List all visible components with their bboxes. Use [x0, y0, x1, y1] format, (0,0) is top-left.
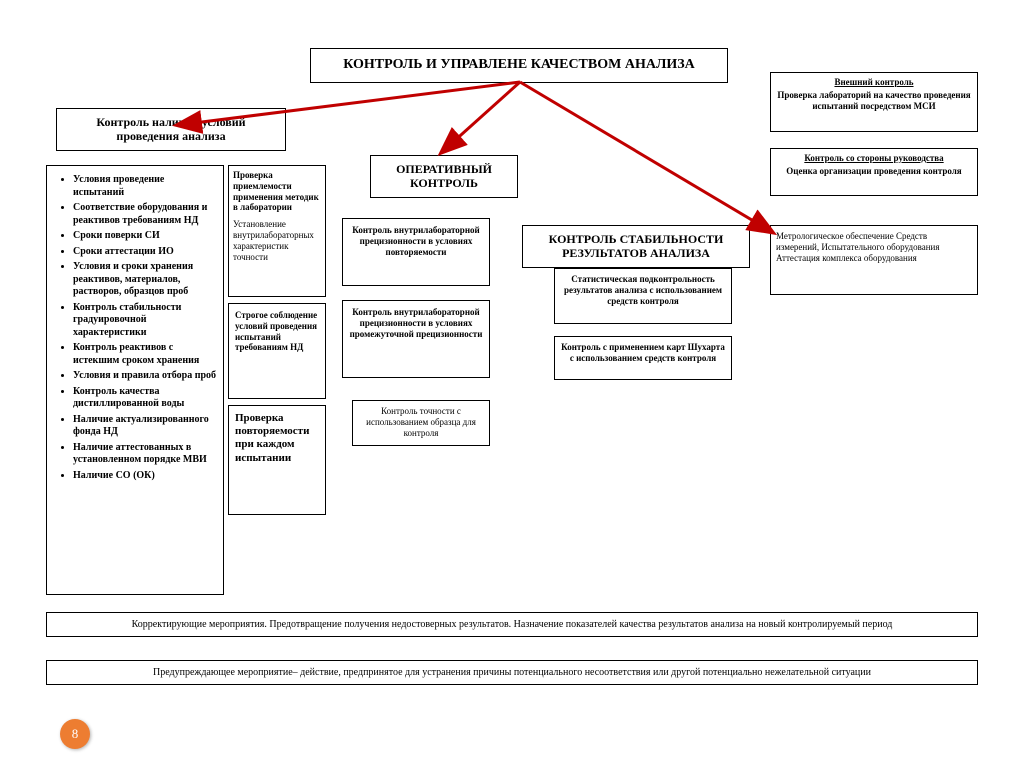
- list-item: Контроль стабильности градуировочной хар…: [73, 302, 217, 340]
- op-box3: Контроль точности с использованием образ…: [352, 400, 490, 446]
- op-box1: Контроль внутрилабораторной прецизионнос…: [342, 218, 490, 286]
- op-box2: Контроль внутрилабораторной прецизионнос…: [342, 300, 490, 378]
- col2-box2-text: Строгое соблюдение условий проведения ис…: [235, 310, 317, 352]
- stability-title-box: КОНТРОЛЬ СТАБИЛЬНОСТИ РЕЗУЛЬТАТОВ АНАЛИЗ…: [522, 225, 750, 268]
- band1-text: Корректирующие мероприятия. Предотвращен…: [132, 619, 893, 630]
- list-item: Сроки аттестации ИО: [73, 246, 217, 259]
- stability-title: КОНТРОЛЬ СТАБИЛЬНОСТИ РЕЗУЛЬТАТОВ АНАЛИЗ…: [549, 232, 724, 260]
- right-box1-title: Внешний контроль: [775, 77, 973, 88]
- col2-box1-text: Проверка приемлемости применения методик…: [233, 170, 321, 213]
- right-box2-body: Оценка организации проведения контроля: [775, 166, 973, 177]
- stab-box1: Статистическая подконтрольность результа…: [554, 268, 732, 324]
- list-item: Соответствие оборудования и реактивов тр…: [73, 202, 217, 227]
- list-item: Условия и сроки хранения реактивов, мате…: [73, 261, 217, 299]
- main-title-box: КОНТРОЛЬ И УПРАВЛЕНЕ КАЧЕСТВОМ АНАЛИЗА: [310, 48, 728, 83]
- list-item: Наличие СО (ОК): [73, 470, 217, 483]
- stab-box1-text: Статистическая подконтрольность результа…: [564, 274, 722, 306]
- col2-box2: Строгое соблюдение условий проведения ис…: [228, 303, 326, 399]
- right-box1-body: Проверка лабораторий на качество проведе…: [775, 90, 973, 112]
- list-item: Условия и правила отбора проб: [73, 370, 217, 383]
- list-item: Наличие актуализированного фонда НД: [73, 414, 217, 439]
- right-box2-title: Контроль со стороны руководства: [775, 153, 973, 164]
- right-box1: Внешний контроль Проверка лабораторий на…: [770, 72, 978, 132]
- right-box2: Контроль со стороны руководства Оценка о…: [770, 148, 978, 196]
- right-box3-text: Метрологическое обеспечение Средств изме…: [776, 231, 939, 263]
- list-item: Условия проведение испытаний: [73, 174, 217, 199]
- right-box3: Метрологическое обеспечение Средств изме…: [770, 225, 978, 295]
- stab-box2-text: Контроль с применением карт Шухарта с ис…: [561, 342, 725, 363]
- left-section-title: Контроль наличия условий проведения анал…: [96, 115, 245, 143]
- op-box2-text: Контроль внутрилабораторной прецизионнос…: [350, 307, 483, 339]
- col2-box1b-text: Установление внутрилабораторных характер…: [233, 219, 321, 262]
- operative-title: ОПЕРАТИВНЫЙ КОНТРОЛЬ: [396, 162, 492, 190]
- list-item: Контроль качества дистиллированной воды: [73, 386, 217, 411]
- list-item: Контроль реактивов с истекшим сроком хра…: [73, 342, 217, 367]
- page-number-badge: 8: [60, 719, 90, 749]
- col2-box3: Проверка повторяемости при каждом испыта…: [228, 405, 326, 515]
- op-box3-text: Контроль точности с использованием образ…: [366, 406, 476, 438]
- list-item: Наличие аттестованных в установленном по…: [73, 442, 217, 467]
- left-section-title-box: Контроль наличия условий проведения анал…: [56, 108, 286, 151]
- left-bullets-list: Условия проведение испытаний Соответстви…: [55, 174, 217, 482]
- band2: Предупреждающее мероприятие– действие, п…: [46, 660, 978, 685]
- col2-box3-text: Проверка повторяемости при каждом испыта…: [235, 412, 309, 464]
- list-item: Сроки поверки СИ: [73, 230, 217, 243]
- page-number: 8: [72, 726, 79, 741]
- operative-title-box: ОПЕРАТИВНЫЙ КОНТРОЛЬ: [370, 155, 518, 198]
- stab-box2: Контроль с применением карт Шухарта с ис…: [554, 336, 732, 380]
- left-bullets-box: Условия проведение испытаний Соответстви…: [46, 165, 224, 595]
- main-title: КОНТРОЛЬ И УПРАВЛЕНЕ КАЧЕСТВОМ АНАЛИЗА: [343, 57, 695, 72]
- band2-text: Предупреждающее мероприятие– действие, п…: [153, 667, 871, 678]
- band1: Корректирующие мероприятия. Предотвращен…: [46, 612, 978, 637]
- col2-box1: Проверка приемлемости применения методик…: [228, 165, 326, 297]
- op-box1-text: Контроль внутрилабораторной прецизионнос…: [352, 225, 479, 257]
